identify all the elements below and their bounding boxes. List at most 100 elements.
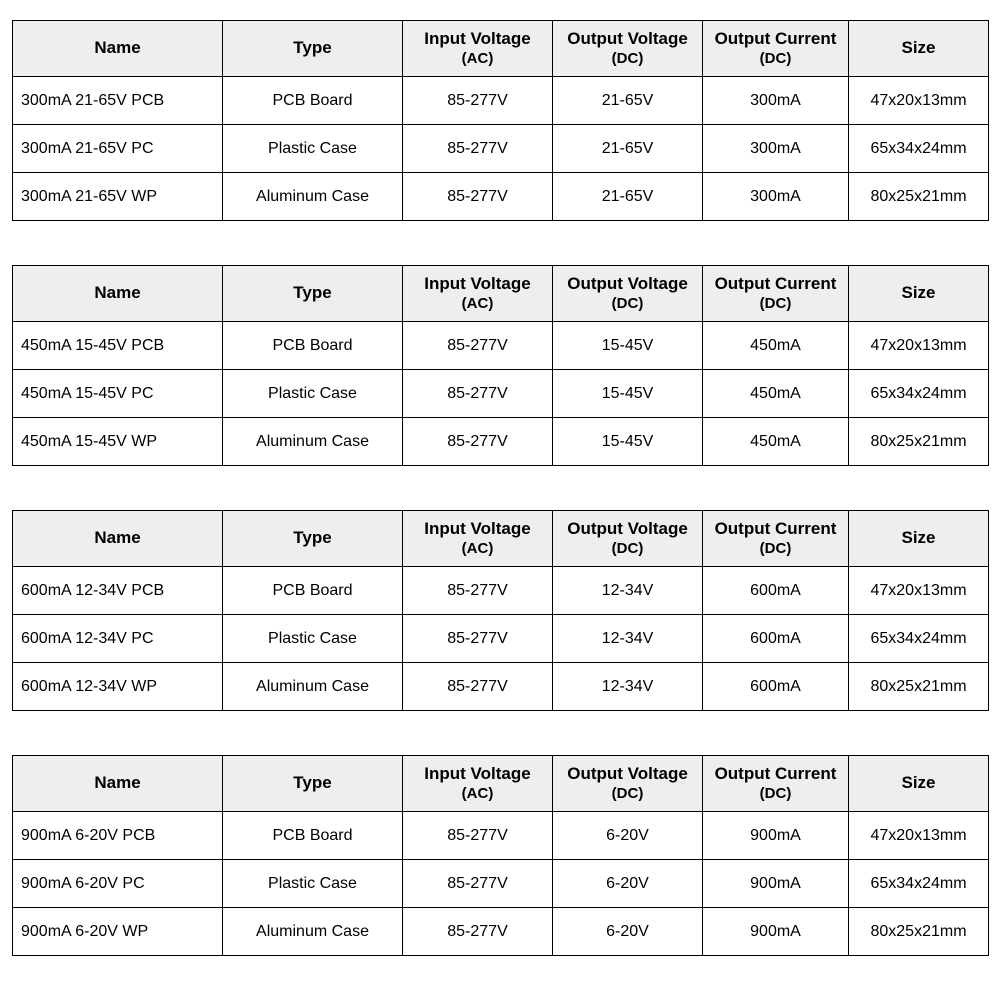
cell-type: Plastic Case [223,370,403,418]
cell-input-voltage: 85-277V [403,860,553,908]
spec-table: Name Type Input Voltage(AC) Output Volta… [12,510,989,711]
cell-size: 65x34x24mm [849,860,989,908]
col-header-size: Size [849,21,989,77]
cell-output-voltage: 21-65V [553,125,703,173]
cell-output-voltage: 6-20V [553,860,703,908]
cell-type: Aluminum Case [223,663,403,711]
table-header-row: Name Type Input Voltage(AC) Output Volta… [13,756,989,812]
cell-type: PCB Board [223,77,403,125]
table-row: 300mA 21-65V PC Plastic Case 85-277V 21-… [13,125,989,173]
table-row: 900mA 6-20V PC Plastic Case 85-277V 6-20… [13,860,989,908]
col-header-input-voltage: Input Voltage(AC) [403,21,553,77]
cell-size: 47x20x13mm [849,567,989,615]
col-header-size: Size [849,756,989,812]
cell-type: Plastic Case [223,125,403,173]
table-row: 600mA 12-34V WP Aluminum Case 85-277V 12… [13,663,989,711]
cell-name: 450mA 15-45V PCB [13,322,223,370]
col-header-input-voltage: Input Voltage(AC) [403,756,553,812]
col-header-output-voltage: Output Voltage(DC) [553,756,703,812]
col-header-output-current: Output Current(DC) [703,756,849,812]
cell-type: Plastic Case [223,860,403,908]
cell-output-current: 600mA [703,615,849,663]
cell-input-voltage: 85-277V [403,322,553,370]
table-row: 300mA 21-65V PCB PCB Board 85-277V 21-65… [13,77,989,125]
cell-output-voltage: 12-34V [553,663,703,711]
col-header-type: Type [223,266,403,322]
cell-size: 80x25x21mm [849,663,989,711]
cell-input-voltage: 85-277V [403,567,553,615]
cell-type: PCB Board [223,812,403,860]
col-header-output-voltage: Output Voltage(DC) [553,511,703,567]
cell-name: 900mA 6-20V WP [13,908,223,956]
cell-size: 80x25x21mm [849,418,989,466]
col-header-output-voltage: Output Voltage(DC) [553,21,703,77]
cell-size: 65x34x24mm [849,125,989,173]
cell-input-voltage: 85-277V [403,77,553,125]
col-header-output-voltage: Output Voltage(DC) [553,266,703,322]
cell-input-voltage: 85-277V [403,418,553,466]
cell-name: 450mA 15-45V WP [13,418,223,466]
tables-container: Name Type Input Voltage(AC) Output Volta… [12,20,988,956]
cell-output-current: 300mA [703,125,849,173]
col-header-name: Name [13,511,223,567]
cell-type: Aluminum Case [223,908,403,956]
cell-size: 47x20x13mm [849,812,989,860]
cell-type: Aluminum Case [223,173,403,221]
table-row: 450mA 15-45V WP Aluminum Case 85-277V 15… [13,418,989,466]
col-header-name: Name [13,21,223,77]
cell-input-voltage: 85-277V [403,615,553,663]
cell-size: 80x25x21mm [849,908,989,956]
cell-input-voltage: 85-277V [403,908,553,956]
cell-output-current: 450mA [703,370,849,418]
cell-output-current: 450mA [703,418,849,466]
col-header-output-current: Output Current(DC) [703,266,849,322]
cell-output-voltage: 6-20V [553,908,703,956]
cell-output-voltage: 12-34V [553,615,703,663]
cell-output-voltage: 21-65V [553,77,703,125]
cell-name: 600mA 12-34V PC [13,615,223,663]
cell-output-current: 300mA [703,173,849,221]
table-row: 300mA 21-65V WP Aluminum Case 85-277V 21… [13,173,989,221]
col-header-input-voltage: Input Voltage(AC) [403,266,553,322]
cell-type: Aluminum Case [223,418,403,466]
cell-output-current: 900mA [703,812,849,860]
col-header-input-voltage: Input Voltage(AC) [403,511,553,567]
table-row: 600mA 12-34V PC Plastic Case 85-277V 12-… [13,615,989,663]
table-row: 450mA 15-45V PCB PCB Board 85-277V 15-45… [13,322,989,370]
cell-input-voltage: 85-277V [403,125,553,173]
spec-table: Name Type Input Voltage(AC) Output Volta… [12,20,989,221]
cell-size: 65x34x24mm [849,370,989,418]
col-header-size: Size [849,266,989,322]
cell-name: 600mA 12-34V PCB [13,567,223,615]
cell-output-voltage: 6-20V [553,812,703,860]
cell-name: 450mA 15-45V PC [13,370,223,418]
col-header-type: Type [223,21,403,77]
cell-output-current: 900mA [703,860,849,908]
col-header-output-current: Output Current(DC) [703,511,849,567]
spec-table: Name Type Input Voltage(AC) Output Volta… [12,265,989,466]
table-row: 900mA 6-20V PCB PCB Board 85-277V 6-20V … [13,812,989,860]
cell-input-voltage: 85-277V [403,370,553,418]
table-header-row: Name Type Input Voltage(AC) Output Volta… [13,511,989,567]
cell-name: 900mA 6-20V PCB [13,812,223,860]
table-header-row: Name Type Input Voltage(AC) Output Volta… [13,266,989,322]
cell-name: 900mA 6-20V PC [13,860,223,908]
cell-output-voltage: 21-65V [553,173,703,221]
table-row: 450mA 15-45V PC Plastic Case 85-277V 15-… [13,370,989,418]
cell-input-voltage: 85-277V [403,663,553,711]
col-header-output-current: Output Current(DC) [703,21,849,77]
cell-type: PCB Board [223,322,403,370]
cell-size: 47x20x13mm [849,322,989,370]
col-header-name: Name [13,266,223,322]
col-header-size: Size [849,511,989,567]
cell-name: 300mA 21-65V PCB [13,77,223,125]
cell-output-current: 600mA [703,567,849,615]
cell-output-current: 600mA [703,663,849,711]
col-header-name: Name [13,756,223,812]
cell-name: 300mA 21-65V WP [13,173,223,221]
cell-size: 65x34x24mm [849,615,989,663]
cell-name: 600mA 12-34V WP [13,663,223,711]
cell-output-voltage: 15-45V [553,418,703,466]
cell-output-voltage: 15-45V [553,322,703,370]
cell-name: 300mA 21-65V PC [13,125,223,173]
